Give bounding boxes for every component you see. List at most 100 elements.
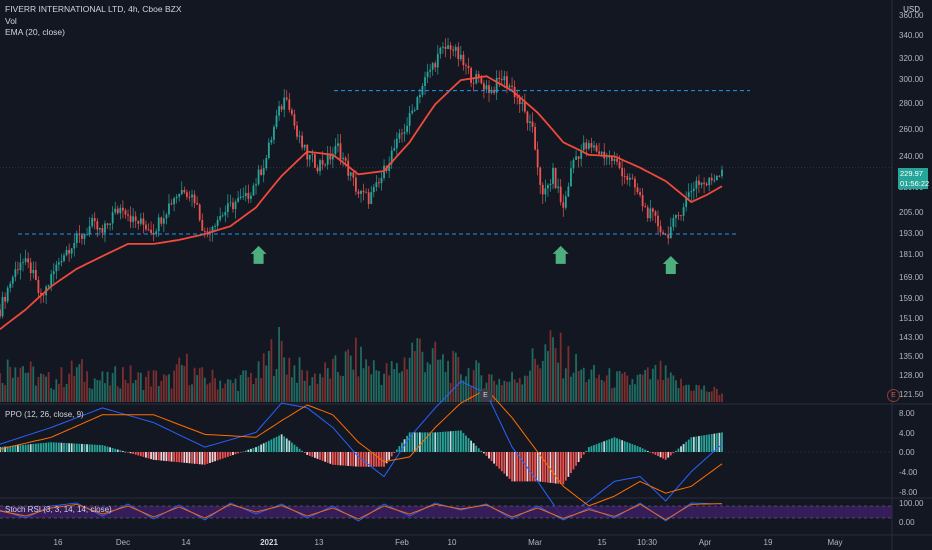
volume-bar xyxy=(229,379,232,402)
ppo-histogram-bar xyxy=(193,452,196,464)
ppo-histogram-bar xyxy=(114,448,117,452)
price-tick-label: 300.00 xyxy=(899,75,924,84)
earnings-badge-upcoming[interactable]: E xyxy=(887,389,900,402)
ppo-histogram-bar xyxy=(659,452,662,458)
candle-body xyxy=(150,229,152,233)
ppo-histogram-bar xyxy=(183,452,186,463)
price-tick-label: 260.00 xyxy=(899,125,924,134)
candle-body xyxy=(129,215,132,222)
ppo-histogram-bar xyxy=(669,452,672,456)
candle-body xyxy=(198,204,201,221)
candle-body xyxy=(229,202,232,204)
ppo-histogram-bar xyxy=(293,444,296,452)
ppo-histogram-bar xyxy=(562,452,565,485)
ppo-histogram-bar xyxy=(342,452,344,466)
volume-bar xyxy=(137,372,140,402)
ppo-histogram-bar xyxy=(457,430,460,452)
candle-body xyxy=(375,182,378,188)
ppo-histogram-bar xyxy=(465,435,467,452)
time-tick-label: May xyxy=(827,538,842,547)
candle-body xyxy=(24,258,27,262)
candle-body xyxy=(516,97,519,98)
ppo-histogram-bar xyxy=(188,452,191,464)
volume-bar xyxy=(562,378,565,402)
candle-body xyxy=(155,231,158,235)
ema-legend[interactable]: EMA (20, close) xyxy=(5,27,65,37)
volume-bar xyxy=(452,350,455,402)
volume-bar xyxy=(692,390,695,402)
volume-bar xyxy=(226,379,229,402)
volume-bar xyxy=(283,357,286,402)
time-axis[interactable]: 16 Dec 14 2021 13 Feb 10 Mar 15 10:30 Apr 19 May xyxy=(0,534,932,547)
ppo-histogram-bar xyxy=(634,445,636,452)
candle-body xyxy=(65,250,68,256)
ppo-histogram-bar xyxy=(480,450,483,452)
candle-body xyxy=(137,220,140,224)
volume-bar xyxy=(508,381,511,402)
candle-body xyxy=(250,195,252,199)
ppo-histogram-bar xyxy=(595,444,598,452)
ppo-histogram-bar xyxy=(708,434,711,452)
ppo-histogram-bar xyxy=(639,447,641,452)
volume-bar xyxy=(116,386,119,402)
volume-bar xyxy=(388,375,391,402)
ppo-histogram-bar xyxy=(426,432,429,452)
candle-body xyxy=(434,63,437,68)
price-tick-label: 320.00 xyxy=(899,54,924,63)
volume-bar xyxy=(270,339,273,402)
volume-legend[interactable]: Vol xyxy=(5,16,17,26)
volume-bar xyxy=(342,376,344,402)
volume-bar xyxy=(180,364,183,402)
ppo-histogram-bar xyxy=(55,442,58,452)
stoch-d-line xyxy=(0,503,723,521)
volume-bars xyxy=(0,327,723,402)
volume-bar xyxy=(462,380,465,402)
candle-body xyxy=(321,160,324,165)
ppo-histogram-bar xyxy=(698,436,700,452)
volume-bar xyxy=(293,365,296,402)
candle-body xyxy=(654,211,657,216)
candle-body xyxy=(498,77,501,80)
candle-body xyxy=(667,234,670,239)
price-tick-label: 360.00 xyxy=(899,11,924,20)
candle-body xyxy=(127,214,129,216)
volume-bar xyxy=(675,380,677,402)
ppo-histogram-bar xyxy=(63,442,65,452)
candle-body xyxy=(288,99,291,110)
candle-body xyxy=(531,121,534,128)
stoch-rsi-legend[interactable]: Stoch RSI (3, 3, 14, 14, close) xyxy=(5,505,112,514)
candle-body xyxy=(188,196,191,198)
ppo-histogram-bar xyxy=(477,448,480,452)
time-tick-label: Dec xyxy=(116,538,130,547)
volume-bar xyxy=(83,381,86,402)
candle-body xyxy=(354,177,357,192)
volume-bar xyxy=(541,360,544,402)
ppo-histogram-bar xyxy=(178,452,181,463)
ppo-histogram-bar xyxy=(408,432,411,452)
ppo-histogram-bar xyxy=(482,452,485,454)
ppo-histogram-bar xyxy=(554,452,557,484)
candle-body xyxy=(518,97,521,104)
ppo-histogram-bar xyxy=(278,435,280,452)
ppo-histogram-bar xyxy=(152,452,155,460)
price-axis[interactable]: 360.00 340.00 320.00 300.00 280.00 260.00 240.… xyxy=(899,11,924,527)
volume-bar xyxy=(301,370,304,402)
candle-body xyxy=(362,190,365,193)
symbol-title[interactable]: FIVERR INTERNATIONAL LTD, 4h, Cboe BZX xyxy=(5,4,182,14)
ppo-histogram-bar xyxy=(68,443,71,452)
ppo-histogram-bar xyxy=(142,452,145,457)
ppo-histogram-bar xyxy=(429,432,432,452)
candle-body xyxy=(293,114,296,126)
earnings-badge[interactable]: E xyxy=(479,389,492,402)
ppo-histogram-bar xyxy=(316,452,319,459)
ppo-histogram-bar xyxy=(252,447,255,452)
candle-body xyxy=(183,190,186,193)
candle-body xyxy=(232,202,234,210)
ppo-legend[interactable]: PPO (12, 26, close, 9) xyxy=(5,410,84,419)
volume-bar xyxy=(398,372,401,402)
ppo-histogram-bar xyxy=(267,440,270,452)
volume-bar xyxy=(78,364,81,402)
volume-bar xyxy=(298,357,301,402)
ppo-histogram-bar xyxy=(628,443,631,452)
